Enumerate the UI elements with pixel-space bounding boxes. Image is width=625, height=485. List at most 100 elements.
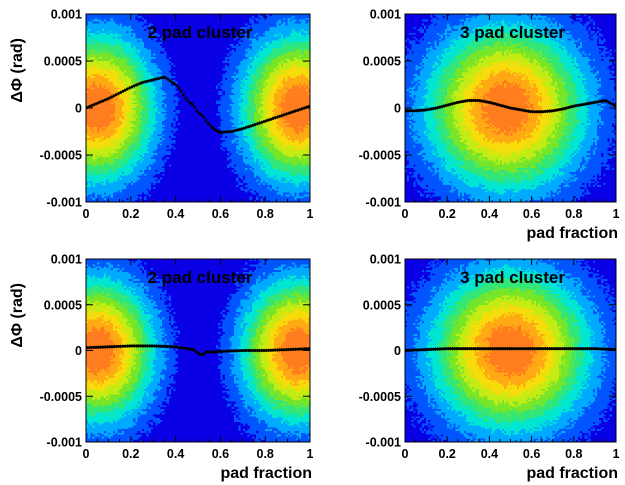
heatmap-cell — [92, 62, 96, 66]
heatmap-cell — [121, 47, 125, 51]
heatmap-cell — [117, 79, 121, 83]
heatmap-cell — [124, 177, 127, 181]
heatmap-cell — [119, 81, 123, 85]
heatmap-cell — [94, 158, 98, 162]
heatmap-cell — [103, 45, 107, 49]
heatmap-cell — [99, 160, 103, 164]
heatmap-cell — [117, 15, 121, 19]
heatmap-cell — [99, 21, 103, 24]
heatmap-cell — [94, 30, 98, 34]
heatmap-cell — [99, 44, 103, 47]
heatmap-cell — [110, 100, 114, 103]
heatmap-cell — [112, 119, 116, 122]
heatmap-cell — [119, 198, 123, 201]
heatmap-cell — [106, 194, 109, 197]
heatmap-cell — [101, 79, 105, 83]
heatmap-cell — [124, 198, 127, 201]
heatmap-cell — [124, 111, 127, 115]
heatmap-cell — [92, 36, 96, 40]
heatmap-cell — [86, 141, 89, 145]
heatmap-cell — [86, 158, 89, 162]
heatmap-cell — [97, 68, 101, 71]
heatmap-cell — [86, 198, 89, 201]
heatmap-cell — [126, 66, 130, 70]
heatmap-cell — [112, 166, 116, 169]
heatmap-cell — [117, 32, 121, 36]
heatmap-cell — [97, 96, 101, 100]
heatmap-cell — [128, 145, 132, 149]
heatmap-cell — [94, 51, 98, 55]
heatmap-cell — [110, 153, 114, 156]
heatmap-cell — [106, 190, 109, 194]
heatmap-cell — [126, 166, 130, 169]
heatmap-cell — [106, 29, 109, 32]
heatmap-cell — [117, 168, 121, 171]
heatmap-cell — [112, 147, 116, 150]
heatmap-cell — [115, 162, 118, 165]
heatmap-cell — [90, 45, 94, 49]
heatmap-cell — [88, 119, 92, 122]
heatmap-cell — [94, 47, 98, 51]
heatmap-cell — [103, 128, 107, 132]
heatmap-cell — [90, 59, 94, 62]
heatmap-cell — [117, 94, 121, 98]
heatmap-cell — [90, 25, 94, 28]
heatmap-cell — [88, 139, 92, 143]
heatmap-cell — [115, 151, 118, 154]
heatmap-cell — [99, 117, 103, 120]
heatmap-cell — [119, 30, 123, 34]
heatmap-cell — [103, 136, 107, 139]
heatmap-cell — [119, 14, 123, 17]
heatmap-cell — [99, 121, 103, 124]
heatmap-cell — [99, 170, 103, 173]
heatmap-cell — [99, 91, 103, 94]
heatmap-cell — [88, 183, 92, 186]
heatmap-cell — [92, 85, 96, 88]
heatmap-cell — [106, 70, 109, 73]
heatmap-cell — [90, 87, 94, 90]
heatmap-cell — [86, 109, 89, 113]
heatmap-cell — [117, 45, 121, 49]
heatmap-cell — [115, 109, 118, 113]
heatmap-cell — [124, 106, 127, 109]
heatmap-cell — [101, 108, 105, 111]
heatmap-cell — [88, 128, 92, 132]
heatmap-cell — [92, 143, 96, 147]
heatmap-cell — [108, 102, 112, 105]
heatmap-cell — [94, 49, 98, 53]
heatmap-cell — [112, 29, 116, 32]
heatmap-cell — [103, 117, 107, 120]
heatmap-cell — [106, 111, 109, 115]
heatmap-cell — [128, 29, 132, 32]
heatmap-cell — [124, 185, 127, 188]
heatmap-cell — [126, 188, 130, 192]
heatmap-cell — [97, 192, 101, 196]
heatmap-cell — [86, 23, 89, 26]
heatmap-cell — [103, 162, 107, 165]
heatmap-cell — [128, 77, 132, 81]
heatmap-cell — [97, 108, 101, 111]
heatmap-cell — [119, 168, 123, 171]
heatmap-cell — [94, 164, 98, 167]
heatmap-cell — [110, 108, 114, 111]
heatmap-cell — [119, 42, 123, 45]
heatmap-cell — [124, 85, 127, 88]
heatmap-cell — [106, 55, 109, 58]
heatmap-cell — [110, 98, 114, 102]
heatmap-cell — [119, 77, 123, 81]
heatmap-cell — [99, 141, 103, 145]
heatmap-cell — [88, 47, 92, 51]
heatmap-cell — [94, 29, 98, 32]
heatmap-cell — [126, 164, 130, 167]
heatmap-cell — [124, 121, 127, 124]
heatmap-cell — [112, 151, 116, 154]
heatmap-cell — [97, 123, 101, 126]
heatmap-cell — [94, 34, 98, 38]
heatmap-cell — [119, 49, 123, 53]
heatmap-cell — [86, 36, 89, 40]
heatmap-cell — [115, 87, 118, 90]
heatmap-cell — [86, 79, 89, 83]
heatmap-cell — [90, 74, 94, 77]
heatmap-cell — [119, 136, 123, 139]
heatmap-cell — [117, 19, 121, 23]
